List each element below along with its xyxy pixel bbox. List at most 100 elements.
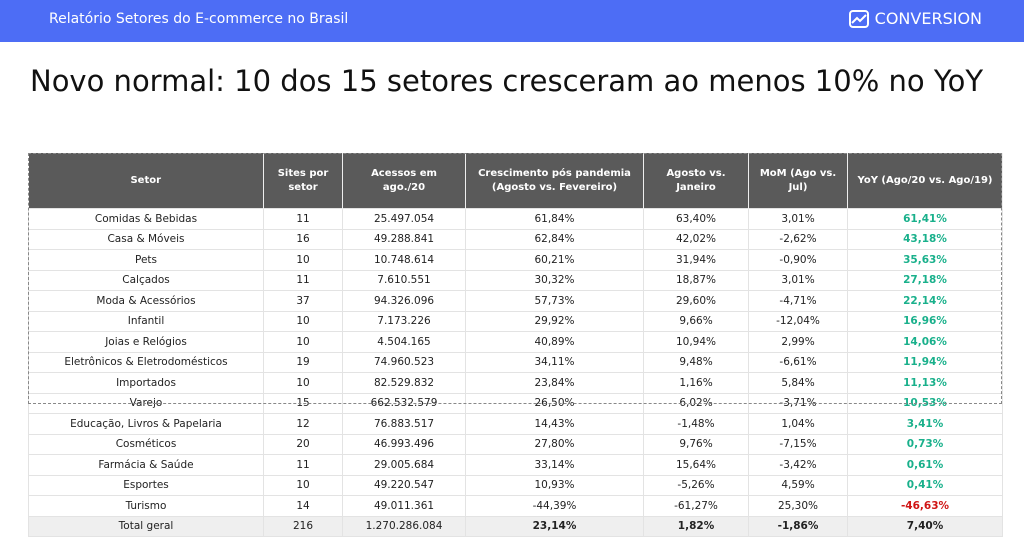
table-cell: 10 [263,249,343,271]
table-row: Comidas & Bebidas 11 25.497.054 61,84% 63,40… [28,208,1003,230]
table-cell: 61,84% [465,208,644,230]
column-header: MoM (Ago vs. Jul) [748,153,848,209]
table-row: Casa & Móveis 16 49.288.841 62,84% 42,02% -2,… [28,228,1003,250]
table-cell: 14,43% [465,413,644,435]
table-cell: 10,94% [643,331,749,353]
table-cell: 20 [263,433,343,455]
table-cell: 23,14% [465,515,644,537]
table-cell: 29.005.684 [342,454,466,476]
sector-table: Setor Sites por setor Acessos em ago./20 Cr… [28,153,1003,537]
brand: CONVERSION [848,9,982,28]
yoy-cell: 11,94% [847,351,1003,373]
table-cell: 57,73% [465,290,644,312]
table-cell: 662.532.579 [342,392,466,414]
yoy-cell: 22,14% [847,290,1003,312]
table-cell: -4,71% [748,290,848,312]
table-cell: 14 [263,495,343,517]
table-cell: -3,71% [748,392,848,414]
column-header: Acessos em ago./20 [342,153,466,209]
yoy-cell: 43,18% [847,228,1003,250]
table-cell: 9,76% [643,433,749,455]
table-cell: 27,80% [465,433,644,455]
table-row: Varejo 15 662.532.579 26,50% 6,02% -3,71% 10,5… [28,392,1003,414]
yoy-cell: 35,63% [847,249,1003,271]
yoy-cell: 10,53% [847,392,1003,414]
yoy-cell: 14,06% [847,331,1003,353]
table-cell: 25.497.054 [342,208,466,230]
table-cell: 34,11% [465,351,644,373]
table-cell: 15,64% [643,454,749,476]
table-cell: 1.270.286.084 [342,515,466,537]
table-cell: 74.960.523 [342,351,466,373]
table-cell: Pets [28,249,264,271]
table-cell: Casa & Móveis [28,228,264,250]
table-cell: 49.288.841 [342,228,466,250]
table-cell: Esportes [28,474,264,496]
table-cell: 1,16% [643,372,749,394]
table-cell: 10 [263,331,343,353]
table-cell: 49.220.547 [342,474,466,496]
table-cell: 62,84% [465,228,644,250]
yoy-cell: 0,61% [847,454,1003,476]
table-cell: Eletrônicos & Eletrodomésticos [28,351,264,373]
table-cell: Total geral [28,515,264,537]
table-cell: 7.173.226 [342,310,466,332]
table-cell: Importados [28,372,264,394]
table-cell: 25,30% [748,495,848,517]
table-cell: Infantil [28,310,264,332]
table-cell: Calçados [28,269,264,291]
table-cell: 5,84% [748,372,848,394]
table-cell: -1,86% [748,515,848,537]
column-header: YoY (Ago/20 vs. Ago/19) [847,153,1003,209]
table-cell: 49.011.361 [342,495,466,517]
yoy-cell: 61,41% [847,208,1003,230]
table-row: Importados 10 82.529.832 23,84% 1,16% 5,84% 11… [28,372,1003,394]
table-cell: -12,04% [748,310,848,332]
table-cell: 26,50% [465,392,644,414]
table-cell: -5,26% [643,474,749,496]
total-row: Total geral 216 1.270.286.084 23,14% 1,82% -1… [28,515,1003,537]
table-cell: 3,01% [748,208,848,230]
table-cell: 46.993.496 [342,433,466,455]
table-cell: -2,62% [748,228,848,250]
table-cell: 12 [263,413,343,435]
table-cell: 216 [263,515,343,537]
column-header: Agosto vs. Janeiro [643,153,749,209]
table-cell: 60,21% [465,249,644,271]
table-cell: 4,59% [748,474,848,496]
header-title: Relatório Setores do E-commerce no Brasi… [49,11,349,27]
table-cell: 42,02% [643,228,749,250]
table-cell: 9,48% [643,351,749,373]
table-cell: 37 [263,290,343,312]
table-cell: Cosméticos [28,433,264,455]
table-cell: 4.504.165 [342,331,466,353]
yoy-cell: 11,13% [847,372,1003,394]
table-cell: 31,94% [643,249,749,271]
table-cell: 33,14% [465,454,644,476]
table-row: Eletrônicos & Eletrodomésticos 19 74.960.5… [28,351,1003,373]
table-cell: 10,93% [465,474,644,496]
table-cell: Joias e Relógios [28,331,264,353]
column-header: Setor [28,153,264,209]
header-bar: Relatório Setores do E-commerce no Brasi… [0,0,1024,42]
table-cell: 11 [263,454,343,476]
table-cell: -3,42% [748,454,848,476]
headline: Novo normal: 10 dos 15 setores cresceram… [30,64,984,98]
table-cell: 1,04% [748,413,848,435]
table-cell: Varejo [28,392,264,414]
table-cell: 9,66% [643,310,749,332]
yoy-cell: 3,41% [847,413,1003,435]
table-cell: 3,01% [748,269,848,291]
table-cell: -7,15% [748,433,848,455]
table-cell: 19 [263,351,343,373]
table-cell: 18,87% [643,269,749,291]
column-header: Crescimento pós pandemia (Agosto vs. Fev… [465,153,644,209]
yoy-cell: 7,40% [847,515,1003,537]
table-cell: 10.748.614 [342,249,466,271]
table-row: Educação, Livros & Papelaria 12 76.883.517… [28,413,1003,435]
table-cell: 10 [263,310,343,332]
table-cell: Farmácia & Saúde [28,454,264,476]
table-row: Infantil 10 7.173.226 29,92% 9,66% -12,04% 16,… [28,310,1003,332]
table-cell: 29,92% [465,310,644,332]
table-cell: 82.529.832 [342,372,466,394]
